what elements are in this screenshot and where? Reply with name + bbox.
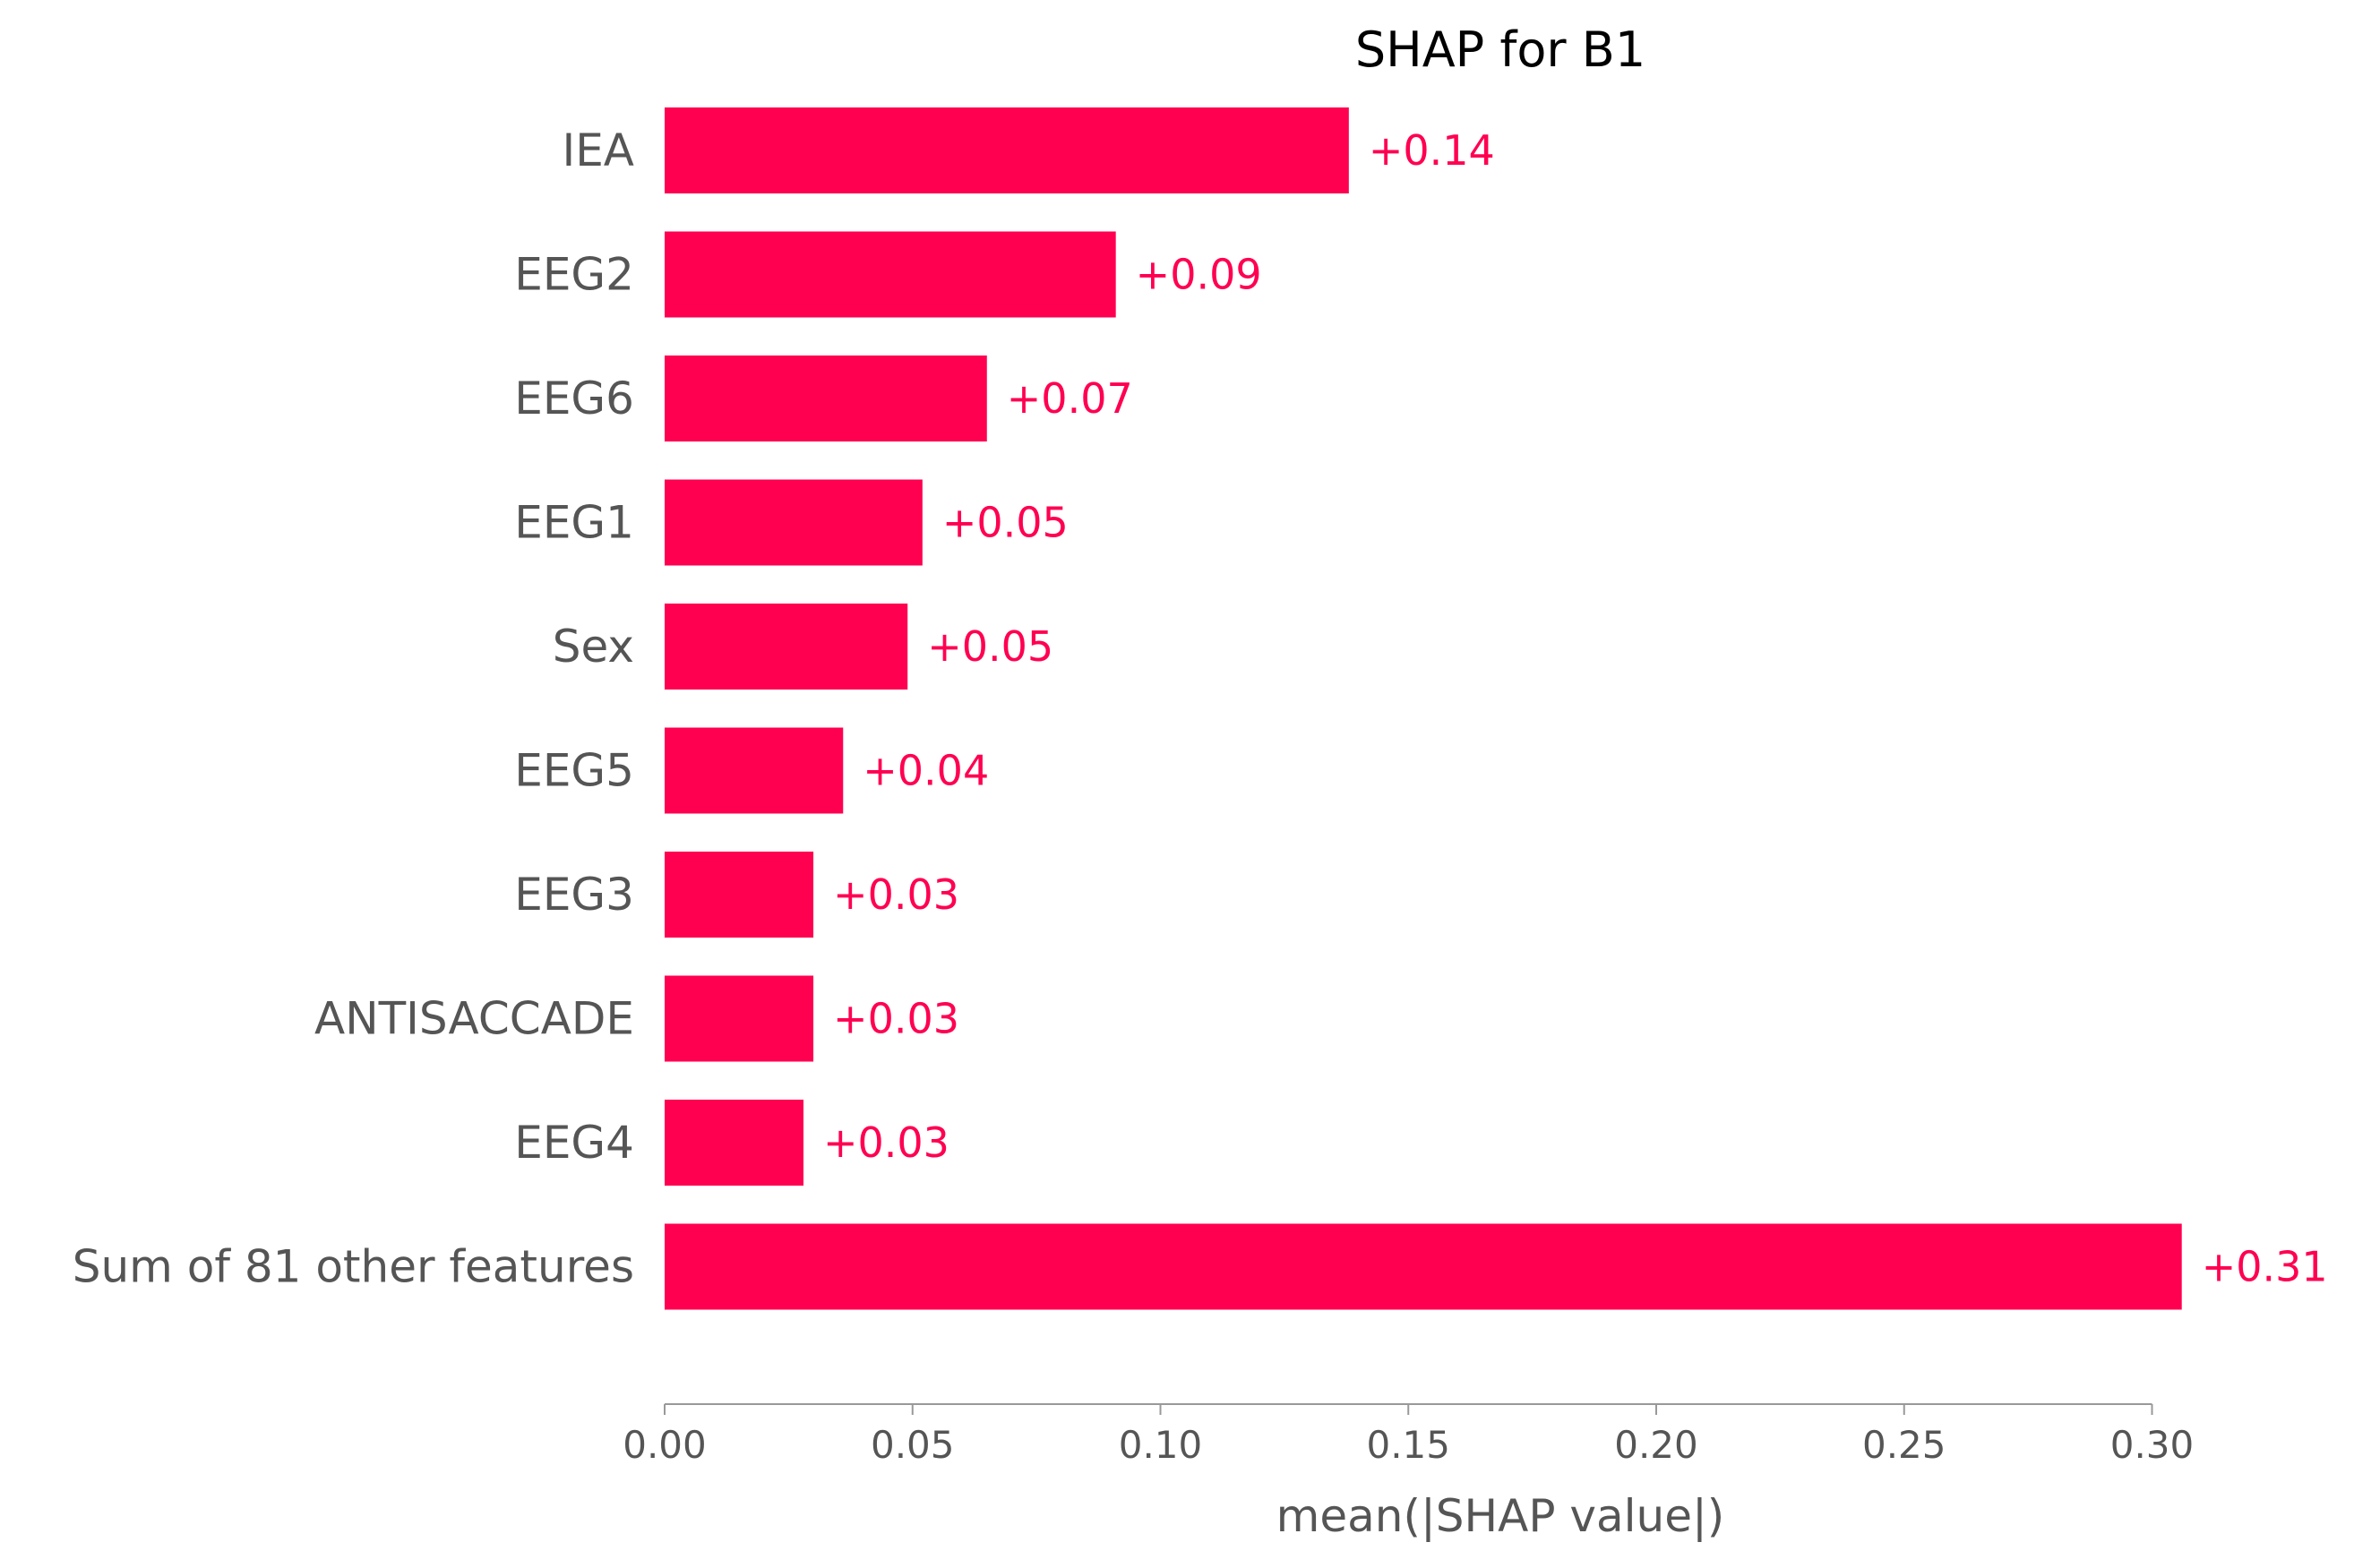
category-label-eeg2: EEG2 <box>514 249 634 301</box>
category-label-eeg1: EEG1 <box>514 497 634 549</box>
x-tick-label: 0.25 <box>1862 1423 1946 1467</box>
x-tick-label: 0.20 <box>1614 1423 1698 1467</box>
bar-eeg1 <box>665 479 923 566</box>
x-tick-label: 0.00 <box>623 1423 707 1467</box>
value-label-eeg4: +0.03 <box>823 1118 949 1167</box>
value-label-sum-of-81-other-features: +0.31 <box>2202 1243 2328 1291</box>
x-tick-label: 0.10 <box>1119 1423 1203 1467</box>
value-label-iea: +0.14 <box>1369 126 1495 175</box>
bar-iea <box>665 107 1349 193</box>
bar-eeg5 <box>665 727 844 814</box>
bar-eeg6 <box>665 356 987 441</box>
value-label-sex: +0.05 <box>927 622 1053 671</box>
value-labels: +0.14 +0.09 +0.07 +0.05 +0.05 +0.04 +0.03 +0.03… <box>823 126 2328 1291</box>
x-tick-label: 0.30 <box>2110 1423 2195 1467</box>
value-label-eeg6: +0.07 <box>1007 374 1133 423</box>
value-label-eeg1: +0.05 <box>942 499 1069 547</box>
category-label-eeg3: EEG3 <box>514 869 634 921</box>
category-label-antisaccade: ANTISACCADE <box>314 993 634 1045</box>
chart-title: SHAP for B1 <box>1355 21 1645 78</box>
bar-eeg4 <box>665 1100 803 1186</box>
category-label-eeg4: EEG4 <box>514 1117 634 1169</box>
x-tick-label: 0.15 <box>1366 1423 1450 1467</box>
bars-group <box>665 107 2182 1310</box>
category-label-sex: Sex <box>553 621 634 673</box>
category-label-iea: IEA <box>562 124 634 176</box>
category-label-eeg6: EEG6 <box>514 373 634 424</box>
bar-eeg2 <box>665 231 1116 318</box>
x-axis-label: mean(|SHAP value|) <box>1276 1490 1725 1542</box>
bar-sex <box>665 604 908 690</box>
x-axis: 0.00 0.05 0.10 0.15 0.20 0.25 0.30 <box>623 1403 2195 1467</box>
value-label-eeg2: +0.09 <box>1136 251 1262 299</box>
value-label-eeg3: +0.03 <box>833 870 959 919</box>
x-tick-label: 0.05 <box>871 1423 955 1467</box>
value-label-eeg5: +0.04 <box>863 747 989 795</box>
category-label-sum-of-81-other-features: Sum of 81 other features <box>73 1241 634 1293</box>
category-labels: IEA EEG2 EEG6 EEG1 Sex EEG5 EEG3 ANTISACCADE EEG… <box>73 124 634 1293</box>
bar-eeg3 <box>665 852 814 938</box>
value-label-antisaccade: +0.03 <box>833 995 959 1043</box>
bar-antisaccade <box>665 975 814 1062</box>
bar-sum-of-81-other-features <box>665 1223 2182 1310</box>
category-label-eeg5: EEG5 <box>514 745 634 797</box>
